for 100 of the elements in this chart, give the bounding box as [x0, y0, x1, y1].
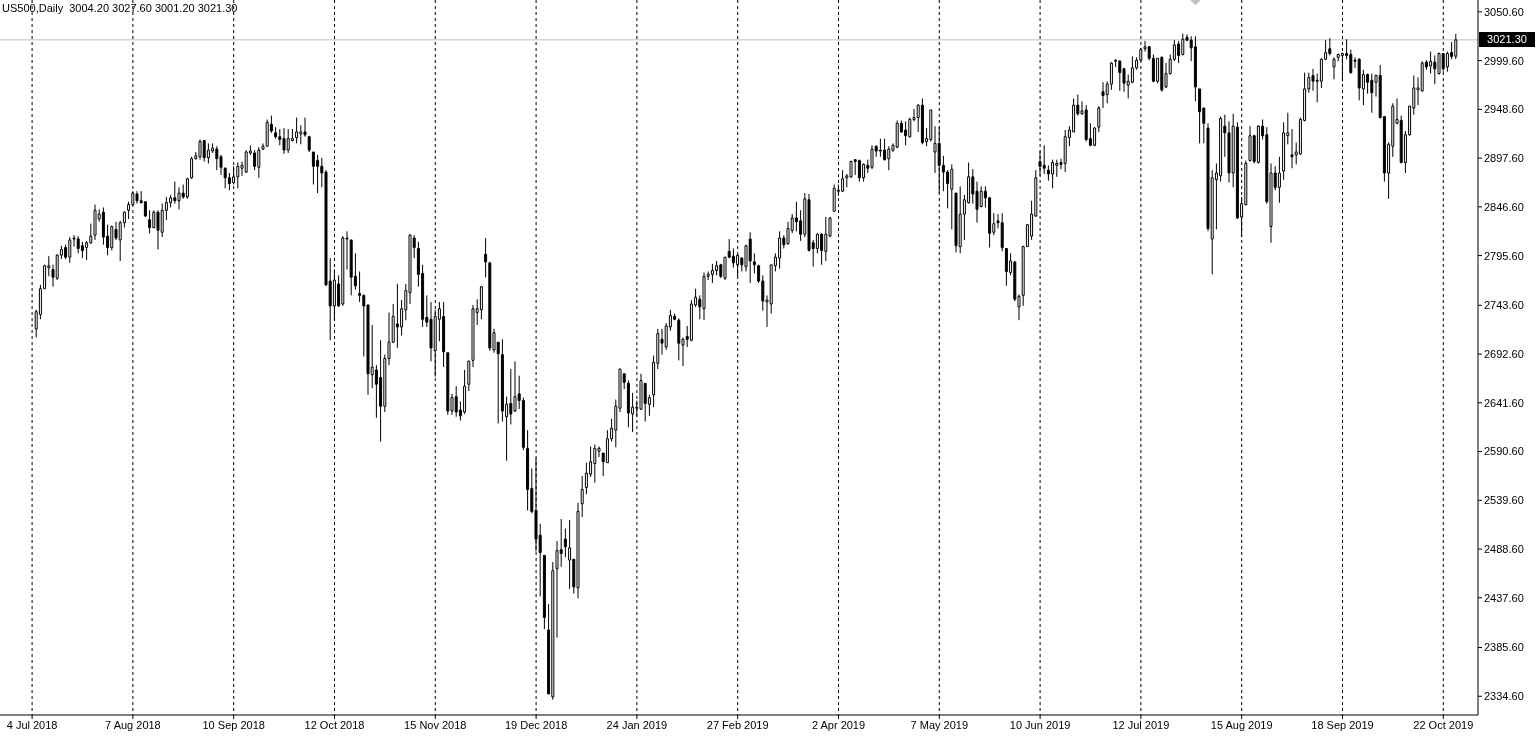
chart-title: US500,Daily 3004.20 3027.60 3001.20 3021.30: [2, 1, 238, 15]
candlestick: [395, 283, 399, 349]
candlestick: [1248, 125, 1252, 163]
x-tick-label: 10 Sep 2018: [202, 718, 265, 731]
candlestick: [824, 216, 828, 262]
candlestick: [442, 301, 446, 368]
candlestick: [563, 528, 567, 558]
candlestick: [878, 138, 882, 158]
candlestick: [542, 554, 546, 630]
candlestick: [958, 185, 962, 254]
candlestick: [1042, 144, 1046, 175]
candlestick: [904, 120, 908, 146]
y-tick-label: 2590.60: [1484, 445, 1524, 458]
candlestick: [76, 235, 80, 254]
candlestick: [202, 140, 206, 163]
y-tick-label: 2539.60: [1484, 494, 1524, 507]
candlestick: [1051, 159, 1055, 189]
x-tick-label: 15 Nov 2018: [404, 718, 467, 731]
candlestick: [1277, 156, 1281, 204]
candlestick: [1193, 35, 1197, 102]
candlestick: [190, 156, 194, 180]
candlestick: [1000, 212, 1004, 252]
candlestick: [1198, 88, 1202, 144]
candlestick: [1004, 248, 1008, 287]
x-tick-label: 4 Jul 2018: [6, 718, 58, 731]
y-tick-label: 3050.60: [1484, 5, 1524, 18]
candlestick: [576, 502, 580, 599]
y-tick-label: 2795.60: [1484, 249, 1524, 262]
candlestick: [1084, 104, 1088, 142]
candlestick: [1357, 57, 1361, 101]
candlestick: [341, 235, 345, 307]
x-tick-label: 7 May 2019: [910, 718, 969, 731]
x-tick-label: 24 Jan 2019: [606, 718, 668, 731]
candlestick: [185, 177, 189, 200]
candlestick: [177, 186, 181, 210]
candlestick: [895, 119, 899, 149]
candlestick: [857, 159, 861, 183]
x-tick-label: 19 Dec 2018: [504, 718, 568, 731]
candlestick: [593, 443, 597, 484]
candlestick: [1160, 55, 1164, 93]
x-tick-label: 7 Aug 2018: [105, 718, 161, 731]
candlestick: [244, 149, 248, 174]
candlestick: [1328, 37, 1332, 56]
ref-line-label: 3021.30: [1479, 32, 1535, 48]
candlestick: [223, 166, 227, 189]
y-tick-label: 2897.60: [1484, 152, 1524, 165]
candlestick: [135, 190, 139, 205]
candlestick: [173, 181, 177, 205]
candlestick: [950, 163, 954, 230]
y-tick-label: 2334.60: [1484, 690, 1524, 703]
candlestick: [206, 142, 210, 164]
candlestick: [215, 145, 219, 171]
candlestick: [626, 379, 630, 428]
y-tick-label: 2948.60: [1484, 103, 1524, 116]
candlestick: [446, 352, 450, 416]
candlestick: [568, 519, 572, 590]
y-tick-label: 2641.60: [1484, 396, 1524, 409]
candlestick: [1454, 33, 1458, 60]
y-tick-label: 2999.60: [1484, 54, 1524, 67]
x-tick-label: 18 Sep 2019: [1311, 718, 1374, 731]
candlestick: [379, 339, 383, 443]
candlestick: [257, 146, 261, 179]
candlestick: [1101, 81, 1105, 109]
candlestick: [1290, 128, 1294, 169]
x-tick-label: 15 Aug 2019: [1210, 718, 1273, 731]
candlestick: [110, 225, 114, 251]
candlestick: [467, 359, 471, 392]
candlestick: [841, 169, 845, 193]
y-tick-label: 2743.60: [1484, 299, 1524, 312]
candlestick: [1370, 73, 1374, 114]
candlestick: [198, 139, 202, 161]
candlestick: [929, 109, 933, 142]
candlestick: [454, 385, 458, 418]
candlestick: [862, 162, 866, 183]
candlestick: [870, 144, 874, 170]
candlestick: [551, 561, 555, 701]
candlestick: [778, 230, 782, 270]
candlestick: [236, 162, 240, 189]
candlestick: [68, 236, 72, 264]
x-tick-label: 12 Oct 2018: [304, 718, 365, 731]
candlestick: [1332, 56, 1336, 80]
y-tick-label: 2488.60: [1484, 542, 1524, 555]
x-tick-label: 22 Oct 2019: [1413, 718, 1474, 731]
y-tick-label: 2692.60: [1484, 347, 1524, 360]
candlestick: [1433, 54, 1437, 85]
x-tick-label: 2 Apr 2019: [811, 718, 866, 731]
candlestick: [307, 135, 311, 153]
y-tick-label: 2437.60: [1484, 591, 1524, 604]
candlestick: [93, 204, 97, 241]
y-tick-label: 2846.60: [1484, 200, 1524, 213]
candlestick: [702, 271, 706, 321]
x-tick-label: 10 Jun 2019: [1009, 718, 1071, 731]
candlestick: [316, 154, 320, 194]
candlestick: [526, 429, 530, 511]
candlestick: [1118, 59, 1122, 92]
candlestick: [286, 128, 290, 154]
candlestick: [710, 263, 714, 284]
candlestick: [148, 209, 152, 234]
candlestick: [580, 475, 584, 518]
candlestick: [832, 183, 836, 212]
